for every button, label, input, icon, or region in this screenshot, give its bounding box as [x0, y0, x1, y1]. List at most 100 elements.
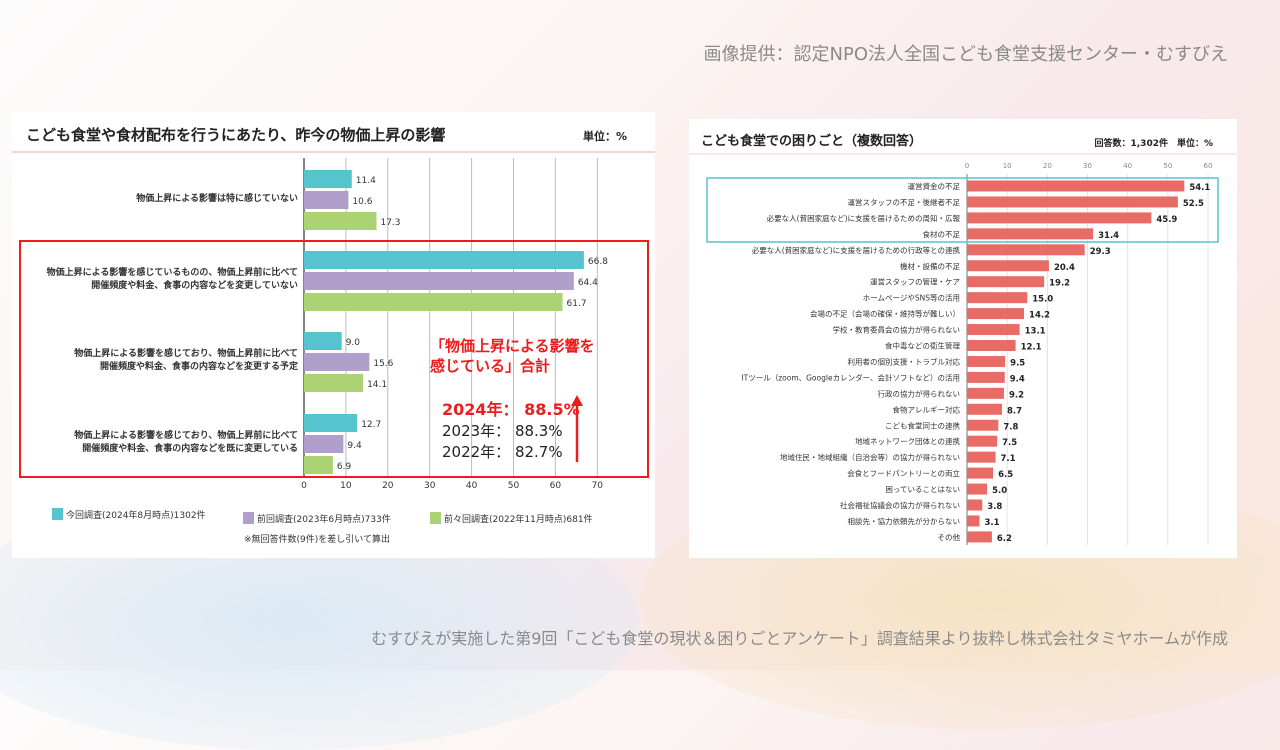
bar — [304, 251, 584, 269]
annotation-total: 2022年： 82.7% — [442, 443, 563, 461]
up-arrow-icon — [571, 395, 583, 406]
x-tick-label: 50 — [508, 481, 520, 491]
category-label: 食物アレルギー対応 — [893, 404, 961, 414]
data-label: 6.9 — [337, 462, 352, 472]
data-label: 9.5 — [1010, 358, 1025, 368]
bar — [304, 456, 333, 474]
bar — [967, 467, 994, 479]
category-label: 機材・設備の不足 — [900, 261, 960, 271]
highlight-box — [19, 240, 649, 478]
bar — [967, 276, 1045, 288]
bar — [967, 355, 1006, 367]
x-tick-label: 40 — [1123, 162, 1132, 170]
data-label: 9.4 — [1010, 374, 1025, 384]
bar — [967, 531, 992, 543]
category-label: 行政の協力が得られない — [878, 388, 961, 398]
category-label: 開催頻度や料金、食事の内容などを既に変更している — [82, 442, 298, 454]
data-label: 8.7 — [1007, 406, 1022, 416]
image-credit: 画像提供：認定NPO法人全国こども食堂支援センター・むすびえ — [703, 44, 1229, 65]
category-label: ITツール（zoom、Googleカレンダー、会計ソフトなど）の活用 — [741, 372, 960, 382]
legend-label: 今回調査(2024年8月時点)1302件 — [66, 509, 206, 521]
bar — [304, 191, 349, 209]
data-label: 9.0 — [346, 338, 361, 348]
chart-title: こども食堂での困りごと（複数回答） — [701, 133, 922, 149]
bar — [967, 244, 1085, 256]
bar — [304, 435, 344, 453]
x-tick-label: 20 — [1043, 162, 1052, 170]
bar — [967, 196, 1178, 208]
bar — [967, 180, 1185, 192]
x-tick-label: 10 — [340, 481, 352, 491]
data-label: 20.4 — [1054, 263, 1075, 273]
category-label: 相談先・協力依頼先が分からない — [848, 516, 961, 526]
data-label: 7.5 — [1002, 438, 1017, 448]
bar — [304, 272, 574, 290]
data-label: 3.1 — [984, 518, 999, 528]
x-tick-label: 60 — [550, 481, 562, 491]
x-tick-label: 50 — [1163, 162, 1172, 170]
category-label: 運営スタッフの管理・ケア — [870, 277, 960, 287]
unit-label: 単位：% — [583, 129, 627, 143]
data-label: 12.1 — [1021, 343, 1042, 353]
data-label: 31.4 — [1098, 231, 1119, 241]
data-label: 19.2 — [1049, 279, 1070, 289]
bar — [304, 293, 563, 311]
x-tick-label: 0 — [965, 162, 969, 170]
data-label: 15.0 — [1032, 295, 1053, 305]
category-label: 利用者の個別支援・トラブル対応 — [848, 356, 961, 366]
data-label: 9.4 — [347, 441, 362, 451]
category-label: 運営資金の不足 — [908, 181, 961, 191]
bar — [967, 451, 996, 463]
bar — [967, 435, 998, 447]
bar — [967, 228, 1094, 240]
category-label: 困っていることはない — [885, 485, 960, 494]
category-label: ホームページやSNS等の活用 — [863, 293, 960, 303]
annotation-title: 「物価上昇による影響を — [430, 337, 595, 355]
data-label: 10.6 — [352, 197, 372, 207]
category-label: 社会福祉協議会の協力が得られない — [840, 500, 960, 510]
category-label: 学校・教育委員会の協力が得られない — [833, 325, 961, 335]
bar — [967, 371, 1005, 383]
data-label: 3.8 — [987, 502, 1002, 512]
category-label: 地域住民・地域組織（自治会等）の協力が得られない — [780, 452, 960, 462]
bar — [967, 212, 1152, 224]
bar — [967, 308, 1025, 320]
bar — [967, 483, 988, 495]
footnote: ※無回答件数(9件)を差し引いて算出 — [244, 533, 390, 545]
data-label: 17.3 — [380, 218, 400, 228]
data-label: 14.1 — [367, 380, 387, 390]
data-label: 52.5 — [1183, 199, 1204, 209]
bar — [967, 387, 1004, 399]
data-label: 5.0 — [992, 486, 1007, 496]
data-label: 66.8 — [588, 257, 608, 267]
bar — [967, 340, 1016, 351]
data-label: 15.6 — [373, 359, 393, 369]
category-label: 物価上昇による影響を感じており、物価上昇前に比べて — [74, 347, 298, 359]
data-label: 12.7 — [361, 420, 381, 430]
legend-label: 前回調査(2023年6月時点)733件 — [257, 513, 391, 525]
category-label: 物価上昇による影響を感じており、物価上昇前に比べて — [74, 429, 298, 441]
bar — [304, 353, 370, 371]
data-label: 6.5 — [998, 470, 1013, 480]
annotation-title: 感じている」合計 — [430, 357, 550, 375]
category-label: 食中毒などの衛生管理 — [885, 341, 960, 351]
data-label: 14.2 — [1029, 311, 1050, 321]
annotation-total: 2023年： 88.3% — [442, 422, 563, 440]
category-label: 物価上昇による影響は特に感じていない — [136, 192, 298, 204]
category-label: 食材の不足 — [923, 229, 961, 239]
highlight-box — [706, 177, 1219, 243]
x-tick-label: 70 — [592, 481, 604, 491]
price-impact-chart: こども食堂や食材配布を行うにあたり、昨今の物価上昇の影響 単位：% 0 10 20 30 4… — [12, 112, 655, 558]
bar — [967, 515, 980, 527]
data-label: 64.4 — [578, 278, 598, 288]
x-tick-label: 60 — [1204, 162, 1213, 170]
category-label: 必要な人(貧困家庭など)に支援を届けるための行政等との連携 — [752, 245, 961, 255]
x-tick-label: 40 — [466, 481, 478, 491]
troubles-chart: こども食堂での困りごと（複数回答） 回答数：1,302件 単位：% 0 10 20 30 4… — [689, 119, 1237, 558]
data-label: 7.8 — [1003, 422, 1018, 432]
x-tick-label: 30 — [424, 481, 436, 491]
category-label: 会食とフードパントリーとの両立 — [847, 468, 960, 478]
category-label: 開催頻度や料金、食事の内容などを変更する予定 — [100, 360, 299, 372]
data-label: 6.2 — [997, 534, 1012, 544]
data-label: 7.1 — [1001, 454, 1016, 464]
